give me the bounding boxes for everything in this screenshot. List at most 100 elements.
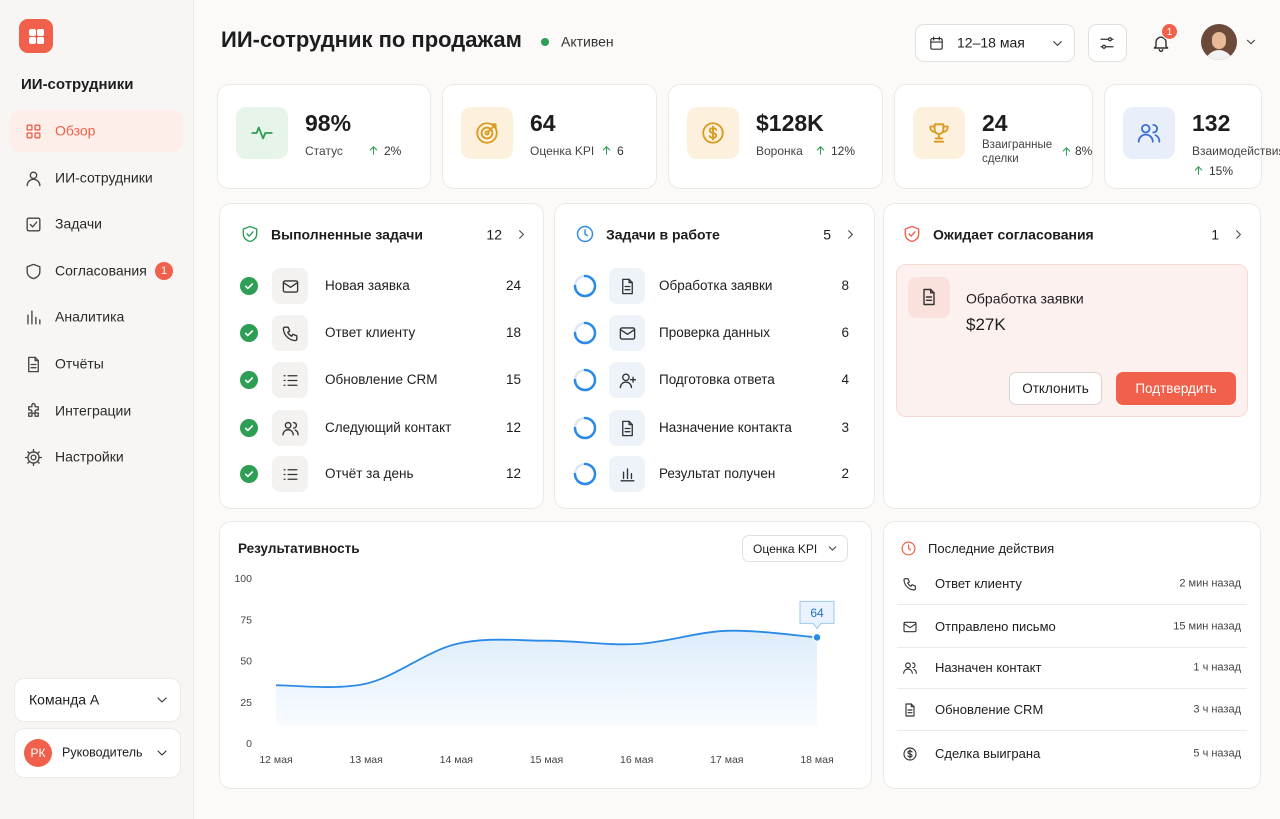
kpi-value: 24 <box>982 110 1008 137</box>
y-tick-label: 25 <box>240 697 252 709</box>
area <box>276 630 817 725</box>
task-count: 24 <box>505 277 521 293</box>
y-tick-label: 0 <box>246 738 252 750</box>
icon-part <box>251 126 273 140</box>
icon-part <box>576 225 594 243</box>
icon <box>1247 39 1255 45</box>
kpi-value: 132 <box>1192 110 1231 137</box>
icon-part <box>1235 229 1241 239</box>
icon <box>27 356 39 372</box>
filter-button[interactable] <box>1088 24 1127 62</box>
logo-dot <box>36 36 44 44</box>
icon <box>24 448 42 466</box>
icon-part <box>284 421 292 429</box>
icon-part <box>282 279 298 293</box>
kpi-value: 98% <box>305 110 352 137</box>
icon-part <box>281 421 299 436</box>
logo-dot <box>28 36 36 44</box>
recent-card <box>883 521 1261 789</box>
nav-label: ИИ-сотрудники <box>55 169 153 186</box>
icon-part <box>828 545 836 551</box>
y-tick-label: 75 <box>240 614 252 626</box>
card-title: Ожидает согласования <box>933 226 1094 243</box>
activity-label: Ответ клиенту <box>935 576 1022 592</box>
icon <box>901 541 915 555</box>
kpi-value: 64 <box>530 110 556 137</box>
icon-part <box>487 123 497 133</box>
profile-avatar[interactable] <box>1201 24 1237 60</box>
icon <box>244 471 254 478</box>
icon <box>369 145 377 155</box>
icon <box>244 330 254 337</box>
kpi-change: 2% <box>384 143 402 158</box>
icon <box>702 122 724 144</box>
kpi-change: 12% <box>831 143 856 158</box>
icon-part <box>26 450 40 464</box>
x-tick-label: 14 мая <box>440 754 473 766</box>
icon-part <box>847 229 853 239</box>
avatar-face <box>1212 32 1226 49</box>
activity-time: 1 ч назад <box>1193 661 1241 674</box>
icon-part <box>702 122 724 144</box>
task-count: 12 <box>505 465 521 481</box>
icon-part <box>908 231 916 237</box>
activity-time: 2 мин назад <box>1179 577 1241 590</box>
page-title: ИИ-сотрудник по продажам <box>221 26 522 52</box>
chart-title: Результативность <box>238 540 360 556</box>
icon-part <box>246 231 254 237</box>
icon-part <box>619 376 636 388</box>
card-title: Выполненные задачи <box>271 226 424 243</box>
icon <box>621 420 633 436</box>
icon <box>621 278 633 294</box>
icon <box>904 225 920 243</box>
sidebar-title: ИИ-сотрудники <box>21 76 134 93</box>
activity-time: 15 мин назад <box>1173 620 1241 633</box>
kpi-label: Взаимодействия <box>1192 143 1280 158</box>
icon-part <box>242 225 258 243</box>
nav-item[interactable] <box>10 110 183 152</box>
approve-button[interactable]: Подтвердить <box>1116 372 1236 405</box>
user-avatar: РК <box>24 739 52 767</box>
approval-label: Обработка заявки <box>966 290 1084 307</box>
icon-part <box>621 420 633 436</box>
activity-time: 5 ч назад <box>1193 747 1241 760</box>
icon <box>26 309 41 325</box>
icon-part <box>904 225 920 243</box>
x-tick-label: 15 мая <box>530 754 563 766</box>
task-icon-bg <box>272 315 308 351</box>
icon-part <box>282 374 298 386</box>
icon <box>828 545 836 551</box>
kpi-label: Воронка <box>756 143 803 158</box>
notification-badge: 1 <box>1161 23 1178 40</box>
icon-part <box>484 130 490 136</box>
kpi-icon-bg <box>913 107 965 159</box>
task-count: 8 <box>841 277 849 293</box>
done-check <box>240 324 258 342</box>
kpi-label: Оценка KPI <box>530 143 595 158</box>
nav-label: Задачи <box>55 215 103 232</box>
icon <box>27 402 39 417</box>
x-tick-label: 12 мая <box>259 754 292 766</box>
icon-part <box>1100 38 1114 48</box>
chart: 0 25 50 75 100 12 мая 13 мая 14 мая 15 мая 16 мая… <box>234 573 835 766</box>
date-select[interactable] <box>915 24 1075 62</box>
done-check <box>240 465 258 483</box>
icon-part <box>27 402 39 417</box>
card-count: 1 <box>1211 226 1219 243</box>
reject-button[interactable]: Отклонить <box>1009 372 1102 405</box>
team-select[interactable] <box>14 678 181 722</box>
kpi-icon-bg <box>461 107 513 159</box>
kpi-value: $128K <box>756 110 824 137</box>
callout <box>799 600 835 630</box>
task-count: 4 <box>841 371 849 387</box>
team-name: Команда А <box>29 691 100 708</box>
kpi-label: Взаигранные сделки <box>982 139 1053 165</box>
task-count: 15 <box>505 371 521 387</box>
kpi-change: 6 <box>617 143 624 158</box>
separator <box>897 730 1247 731</box>
progress-spinner <box>573 416 597 440</box>
icon-part <box>907 703 915 714</box>
metric-label: Оценка KPI <box>753 541 818 556</box>
icon-part <box>1194 165 1202 175</box>
card-title: Последние действия <box>928 541 1055 557</box>
